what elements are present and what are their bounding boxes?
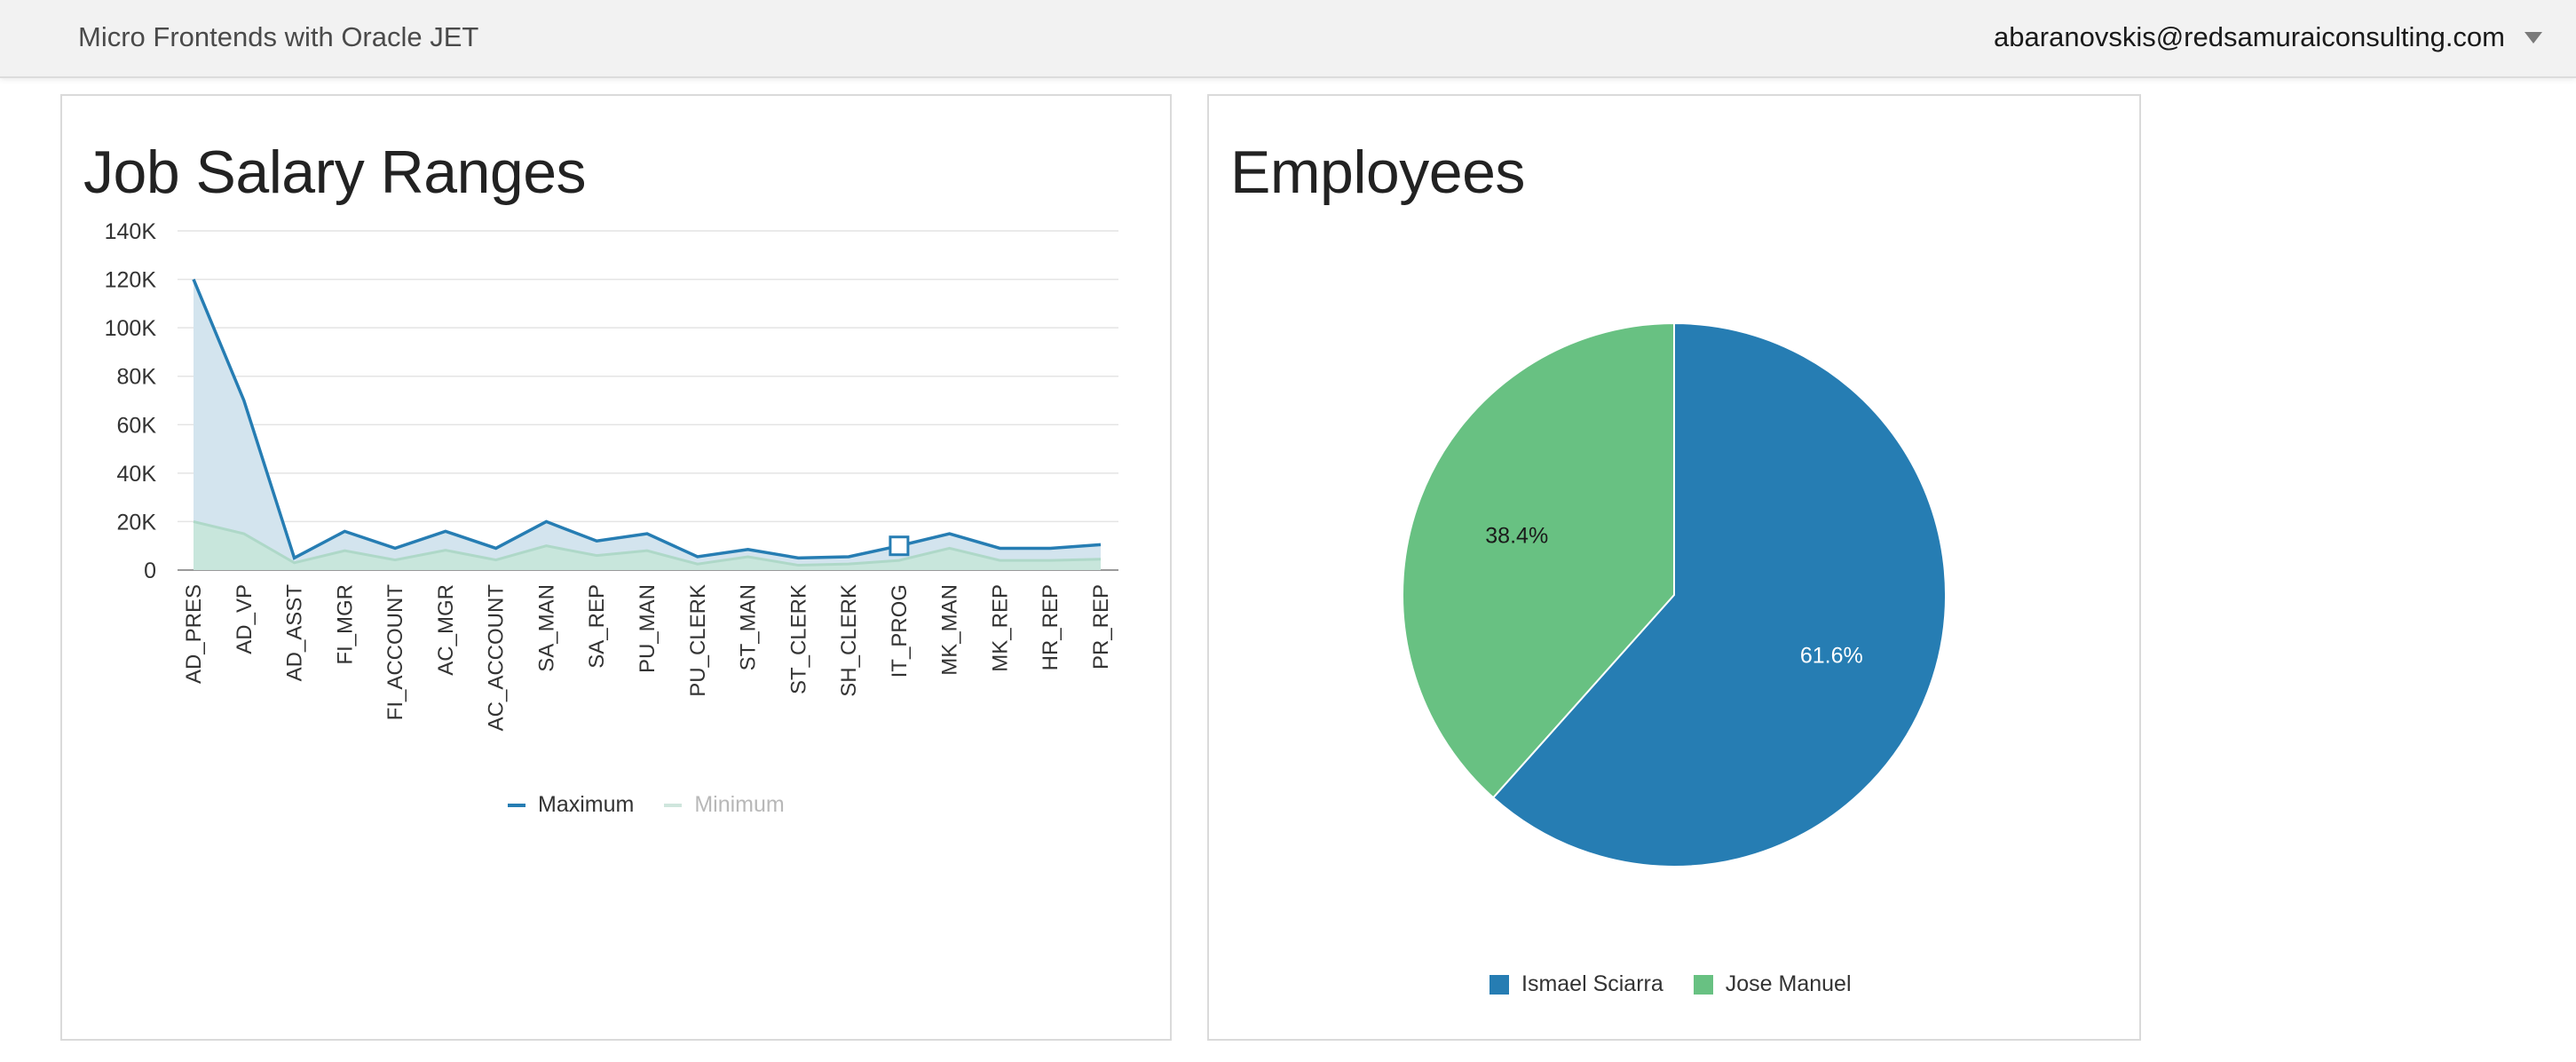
x-tick-label: MK_MAN <box>938 584 962 676</box>
maximum-point[interactable] <box>338 525 351 537</box>
maximum-point[interactable] <box>389 542 401 554</box>
salary-chart-legend: Maximum Minimum <box>508 792 785 818</box>
y-tick-label: 120K <box>105 268 157 293</box>
maximum-point[interactable] <box>944 527 956 540</box>
y-tick-label: 20K <box>117 510 157 535</box>
minimum-point[interactable] <box>1044 554 1056 567</box>
legend-label-maximum: Maximum <box>538 792 635 817</box>
minimum-point[interactable] <box>742 551 755 563</box>
x-tick-label: AD_VP <box>233 584 257 654</box>
user-email: abaranovskis@redsamuraiconsulting.com <box>1994 21 2505 52</box>
minimum-point[interactable] <box>691 558 704 570</box>
maximum-line <box>192 278 1102 560</box>
maximum-point[interactable] <box>238 394 250 407</box>
legend-item-maximum[interactable]: Maximum <box>508 792 634 818</box>
maximum-point[interactable] <box>641 527 653 540</box>
minimum-line-swatch <box>664 803 683 807</box>
minimum-point[interactable] <box>338 544 351 557</box>
minimum-point[interactable] <box>1094 553 1107 566</box>
minimum-point[interactable] <box>842 558 855 570</box>
selected-data-marker[interactable] <box>889 535 910 557</box>
ismael-sciarra-swatch <box>1489 974 1509 995</box>
legend-item-jose-manuel[interactable]: Jose Manuel <box>1693 971 1852 997</box>
legend-label-jose-manuel: Jose Manuel <box>1725 971 1852 996</box>
salary-area-chart[interactable]: 0 20K 40K 60K 80K 100K 120K 140K AD_PRES AD_VP AD_… <box>62 220 1170 753</box>
x-tick-label: AC_ACCOUNT <box>485 584 509 732</box>
maximum-point[interactable] <box>1094 538 1107 551</box>
y-tick-label: 0 <box>144 559 156 583</box>
pie-slice[interactable] <box>1491 321 1947 868</box>
minimum-area <box>194 521 1101 570</box>
jose-manuel-swatch <box>1693 974 1713 995</box>
employees-panel: Employees 61.6% 38.4% Ismael Sciarra Jose… <box>1207 94 2141 1041</box>
x-tick-label: ST_MAN <box>737 584 761 670</box>
maximum-point[interactable] <box>187 273 200 286</box>
user-menu-button[interactable]: abaranovskis@redsamuraiconsulting.com <box>1994 20 2542 55</box>
maximum-point[interactable] <box>490 542 502 554</box>
x-tick-label: AD_ASST <box>283 584 307 682</box>
x-tick-label: AC_MGR <box>434 584 458 676</box>
minimum-line <box>193 519 1102 567</box>
pie-slice-label: 61.6% <box>1800 644 1863 669</box>
minimum-point[interactable] <box>944 542 956 554</box>
minimum-point[interactable] <box>490 554 502 567</box>
app-header: Micro Frontends with Oracle JET abaranov… <box>0 0 2576 78</box>
app-title: Micro Frontends with Oracle JET <box>78 21 479 52</box>
y-tick-label: 140K <box>105 220 157 244</box>
pie-slice-label: 38.4% <box>1485 523 1548 548</box>
x-tick-label: PU_CLERK <box>686 584 710 697</box>
x-tick-label: FI_MGR <box>333 584 357 665</box>
minimum-point[interactable] <box>993 554 1006 567</box>
x-tick-label: SA_REP <box>585 584 609 669</box>
minimum-point[interactable] <box>187 515 200 527</box>
employees-panel-title: Employees <box>1230 139 1525 206</box>
x-tick-label: FI_ACCOUNT <box>383 584 407 721</box>
y-tick-label: 60K <box>117 413 157 438</box>
x-tick-label: PU_MAN <box>636 584 660 673</box>
minimum-point[interactable] <box>641 544 653 557</box>
salary-panel: Job Salary Ranges 0 20K 40K 60K 80K 100K 120K 1… <box>60 94 1172 1041</box>
maximum-point[interactable] <box>590 535 603 547</box>
salary-panel-title: Job Salary Ranges <box>83 139 587 206</box>
x-tick-label: PR_REP <box>1089 584 1113 670</box>
y-tick-label: 80K <box>117 365 157 390</box>
maximum-point[interactable] <box>1044 542 1056 554</box>
legend-label-minimum: Minimum <box>694 792 785 817</box>
minimum-point[interactable] <box>540 540 552 552</box>
minimum-point[interactable] <box>238 527 250 540</box>
minimum-point[interactable] <box>590 550 603 562</box>
x-tick-label: SA_MAN <box>534 584 558 672</box>
legend-item-ismael-sciarra[interactable]: Ismael Sciarra <box>1489 971 1663 997</box>
x-tick-label: IT_PROG <box>888 584 912 678</box>
maximum-point[interactable] <box>993 542 1006 554</box>
y-tick-label: 40K <box>117 462 157 487</box>
x-tick-label: MK_REP <box>988 584 1012 672</box>
minimum-point[interactable] <box>792 559 804 572</box>
x-tick-label: HR_REP <box>1039 584 1063 670</box>
maximum-point[interactable] <box>439 525 452 537</box>
maximum-area <box>194 279 1101 570</box>
maximum-point[interactable] <box>540 515 552 527</box>
legend-item-minimum[interactable]: Minimum <box>664 792 785 818</box>
x-tick-label: SH_CLERK <box>837 584 861 697</box>
legend-label-ismael-sciarra: Ismael Sciarra <box>1521 971 1663 996</box>
minimum-point[interactable] <box>389 554 401 567</box>
pie-slice[interactable] <box>1402 321 1675 799</box>
minimum-point[interactable] <box>439 544 452 557</box>
minimum-point[interactable] <box>288 557 301 569</box>
chevron-down-icon <box>2525 31 2542 44</box>
employees-chart-legend: Ismael Sciarra Jose Manuel <box>1489 971 1852 997</box>
maximum-line-swatch <box>508 803 525 807</box>
employees-pie-chart[interactable]: 61.6% 38.4% <box>1209 220 2139 1002</box>
y-tick-label: 100K <box>105 316 157 341</box>
x-tick-label: AD_PRES <box>182 584 206 684</box>
x-tick-label: ST_CLERK <box>786 584 810 694</box>
